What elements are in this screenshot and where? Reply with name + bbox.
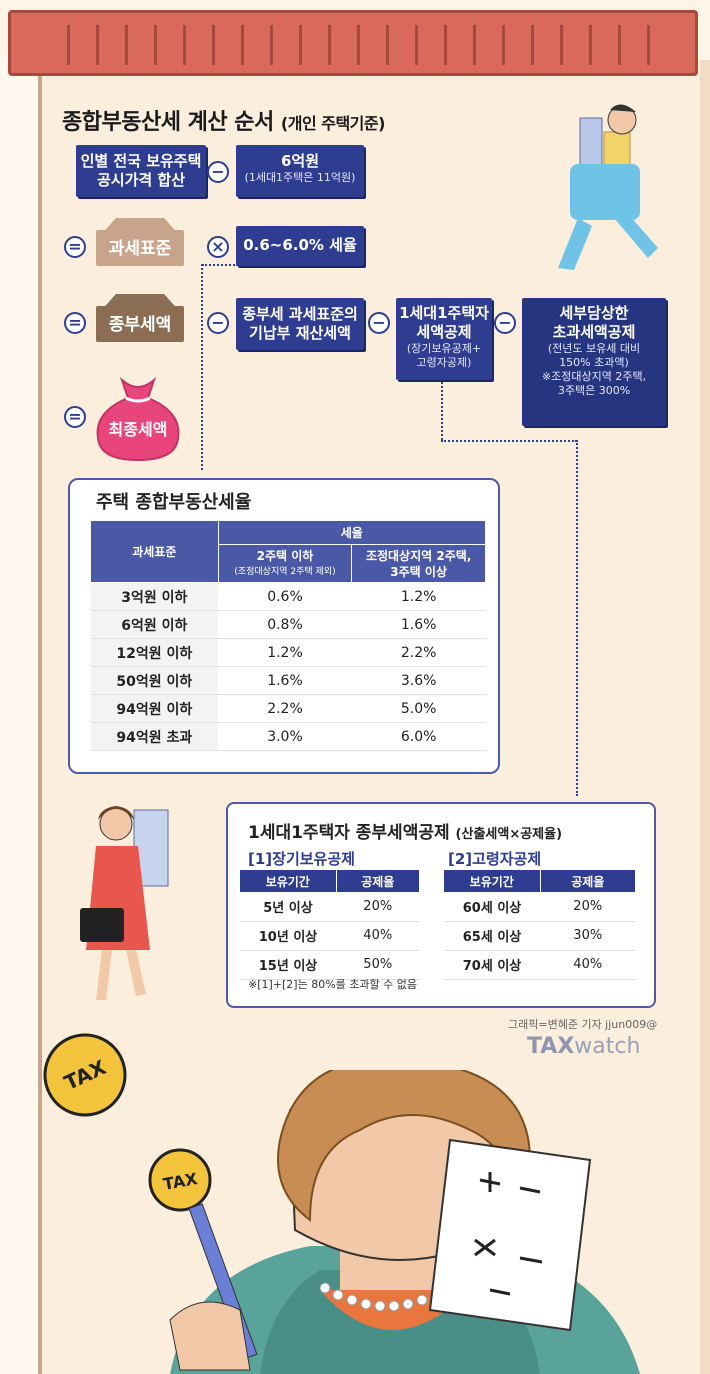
table-row: 5년 이상 20%: [240, 892, 420, 922]
deduction-note: ※[1]+[2]는 80%를 초과할 수 없음: [248, 978, 417, 991]
connector-rate-v: [201, 264, 203, 470]
deduction-title: 1세대1주택자 종부세액공제 (산출세액×공제율): [248, 823, 563, 843]
tax-coin-icon: TAX: [40, 1030, 130, 1120]
op-minus-3: −: [368, 312, 390, 334]
op-minus-1: −: [207, 161, 229, 183]
calculator-sheet-icon: [410, 1130, 610, 1340]
woman-calculating-illustration: TAX: [110, 1070, 700, 1374]
flow-tax-rate: 0.6~6.0% 세율: [236, 226, 364, 266]
table-row: 60세 이상 20%: [444, 892, 636, 922]
connector-single-v1: [441, 382, 443, 440]
op-equal-1: =: [64, 236, 86, 258]
table-row: 94억원 이하 2.2% 5.0%: [90, 694, 486, 723]
flow-step-holdings: 인별 전국 보유주택 공시가격 합산: [76, 145, 206, 197]
flow-basic-deduction: 6억원 (1세대1주택은 11억원): [236, 145, 364, 197]
op-equal-3: =: [64, 406, 86, 428]
roof-decoration: [8, 10, 698, 76]
table-row: 10년 이상 40%: [240, 921, 420, 951]
connector-rate-h: [202, 264, 238, 266]
table-row: 70세 이상 40%: [444, 950, 636, 980]
op-minus-4: −: [494, 312, 516, 334]
table-row: 6억원 이하 0.8% 1.6%: [90, 610, 486, 639]
rate-col-base: 과세표준: [90, 520, 219, 583]
rate-col-a: 2주택 이하 (조정대상지역 2주택 제외): [217, 544, 353, 583]
op-minus-2: −: [207, 312, 229, 334]
long-term-table: 보유기간 공제율 5년 이상 20% 10년 이상 40% 15년 이상 50%: [240, 870, 420, 980]
table-row: 94억원 초과 3.0% 6.0%: [90, 722, 486, 751]
senior-title: [2]고령자공제: [448, 850, 542, 868]
flow-property-tax-credit: 종부세 과세표준의 기납부 재산세액: [236, 298, 364, 350]
rate-col-rate: 세율: [217, 520, 487, 545]
table-row: 65세 이상 30%: [444, 921, 636, 951]
flow-cap-credit: 세부담상한 초과세액공제 (전년도 보유세 대비 150% 초과액) ※조정대상…: [522, 298, 666, 426]
long-term-title: [1]장기보유공제: [248, 850, 355, 868]
connector-single-h: [441, 440, 577, 442]
table-row: 12억원 이하 1.2% 2.2%: [90, 638, 486, 667]
rate-col-b: 조정대상지역 2주택, 3주택 이상: [351, 544, 486, 583]
title-sub: (개인 주택기준): [280, 114, 386, 133]
taxwatch-logo: TAXwatch: [527, 1034, 641, 1059]
businessman-illustration: [540, 98, 670, 278]
money-bag-icon: 최종세액: [92, 372, 184, 464]
flow-single-home-credit: 1세대1주택자 세액공제 (장기보유공제+ 고령자공제): [396, 298, 492, 380]
rate-table-title: 주택 종합부동산세율: [96, 492, 252, 513]
woman-illustration: [76, 800, 196, 1010]
rate-table: 과세표준 세율 2주택 이하 (조정대상지역 2주택 제외) 조정대상지역 2주…: [90, 520, 487, 751]
op-equal-2: =: [64, 312, 86, 334]
house-tax-base: 과세표준: [92, 218, 188, 266]
table-row: 15년 이상 50%: [240, 950, 420, 980]
house-gross-tax: 종부세액: [92, 294, 188, 342]
senior-table: 보유기간 공제율 60세 이상 20% 65세 이상 30% 70세 이상 40%: [444, 870, 636, 980]
final-tax-label: 최종세액: [108, 420, 168, 439]
connector-single-v2: [576, 440, 578, 796]
title-main: 종합부동산세 계산 순서: [62, 110, 274, 135]
table-row: 3억원 이하 0.6% 1.2%: [90, 582, 486, 611]
op-times: ×: [207, 236, 229, 258]
credit-line: 그래픽=변혜준 기자 jjun009@: [508, 1018, 658, 1031]
left-wall: [0, 60, 40, 1374]
table-row: 50억원 이하 1.6% 3.6%: [90, 666, 486, 695]
page-title: 종합부동산세 계산 순서 (개인 주택기준): [62, 104, 385, 136]
